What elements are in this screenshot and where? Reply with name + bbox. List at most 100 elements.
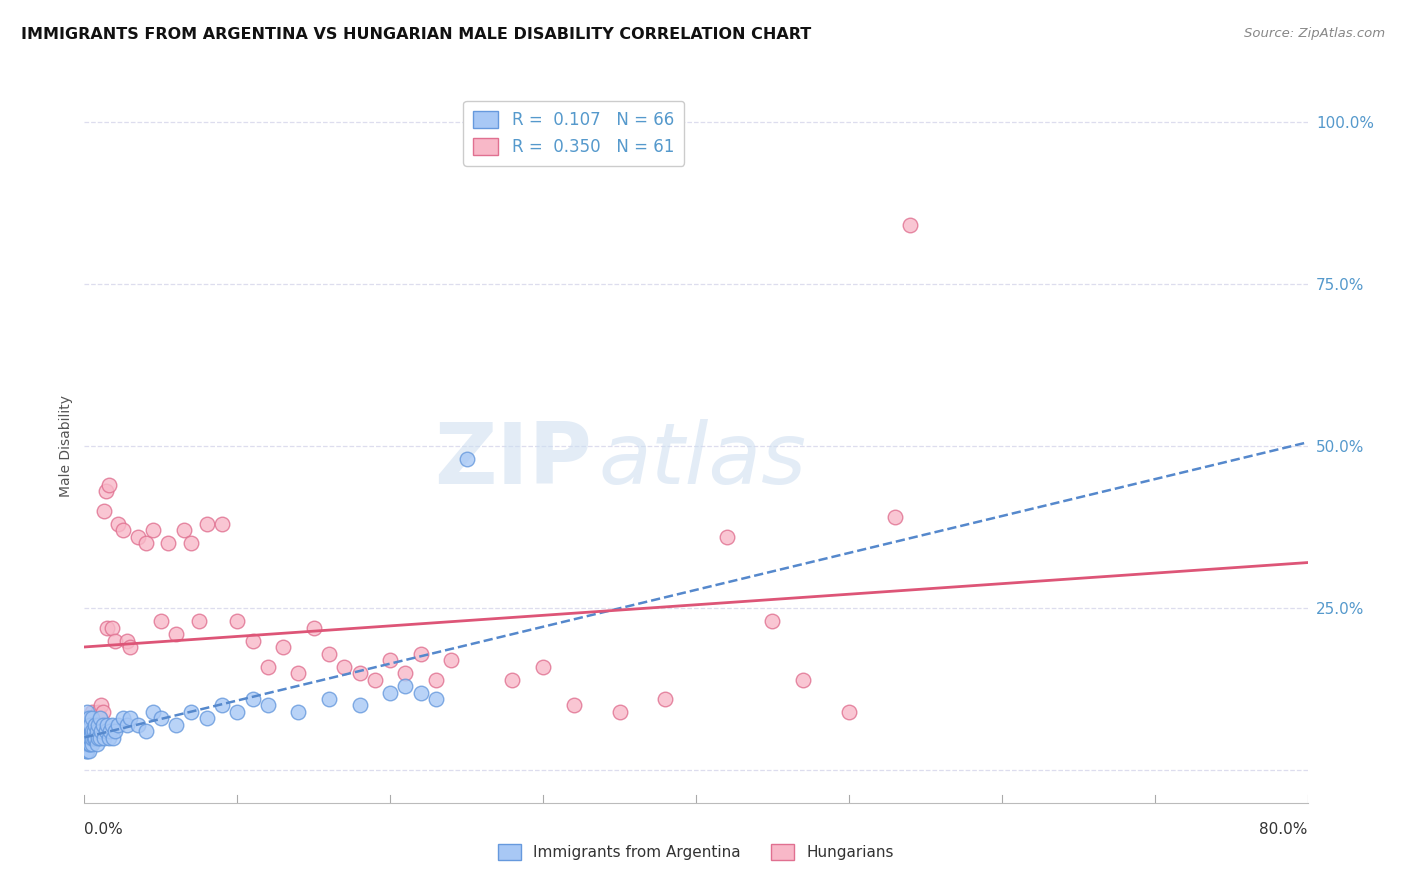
Point [380,685,402,699]
Point [80,724,103,739]
Point [79,718,101,732]
Point [79,738,101,752]
Point [120,640,142,654]
Point [90,724,112,739]
Point [318,647,340,661]
Point [173,524,195,538]
Point [380,653,402,667]
Point [111,524,134,538]
Point [93,504,115,518]
Point [75,738,97,752]
Point [101,621,124,635]
Point [83,724,105,739]
Point [115,633,138,648]
Point [302,621,325,635]
Point [87,731,110,745]
Point [195,711,218,725]
Point [792,673,814,687]
Point [211,516,233,531]
Point [120,711,142,725]
Point [96,718,118,732]
Point [89,711,111,725]
Point [75,724,97,739]
Point [93,731,115,745]
Point [98,724,121,739]
Point [97,731,120,745]
Point [87,718,110,732]
Point [318,692,340,706]
Point [77,718,100,732]
Point [91,718,114,732]
Legend: Immigrants from Argentina, Hungarians: Immigrants from Argentina, Hungarians [492,838,900,866]
Point [364,673,387,687]
Point [142,705,165,719]
Point [425,692,447,706]
Point [77,738,100,752]
Point [80,724,103,739]
Point [101,718,124,732]
Point [83,731,105,745]
Point [242,692,264,706]
Point [77,744,100,758]
Point [89,731,111,745]
Point [883,510,905,524]
Point [94,724,117,739]
Point [86,718,108,732]
Point [180,705,202,719]
Point [761,614,783,628]
Point [165,627,187,641]
Point [89,711,111,725]
Point [83,718,105,732]
Point [103,731,125,745]
Point [226,614,249,628]
Point [149,711,172,725]
Point [287,705,309,719]
Point [75,731,97,745]
Point [75,711,97,725]
Point [287,666,309,681]
Point [79,731,101,745]
Point [75,744,97,758]
Point [77,731,100,745]
Point [84,711,107,725]
Text: Source: ZipAtlas.com: Source: ZipAtlas.com [1244,27,1385,40]
Point [562,698,585,713]
Point [242,633,264,648]
Point [165,718,187,732]
Point [394,679,416,693]
Point [440,653,463,667]
Point [115,718,138,732]
Point [157,536,180,550]
Point [211,698,233,713]
Point [76,731,98,745]
Y-axis label: Male Disability: Male Disability [59,395,73,497]
Point [409,647,432,661]
Point [80,705,103,719]
Point [94,484,117,499]
Text: ZIP: ZIP [434,418,592,502]
Point [257,659,280,673]
Text: 0.0%: 0.0% [84,822,124,838]
Point [77,711,100,725]
Point [84,718,107,732]
Point [76,724,98,739]
Point [188,614,211,628]
Point [76,705,98,719]
Point [107,516,129,531]
Point [149,614,172,628]
Point [135,536,157,550]
Point [80,738,103,752]
Point [333,659,356,673]
Point [91,705,114,719]
Point [76,718,98,732]
Point [456,452,478,467]
Point [425,673,447,687]
Point [716,530,738,544]
Text: atlas: atlas [598,418,806,502]
Point [80,731,103,745]
Point [80,711,103,725]
Text: IMMIGRANTS FROM ARGENTINA VS HUNGARIAN MALE DISABILITY CORRELATION CHART: IMMIGRANTS FROM ARGENTINA VS HUNGARIAN M… [21,27,811,42]
Point [77,718,100,732]
Point [90,698,112,713]
Point [107,718,129,732]
